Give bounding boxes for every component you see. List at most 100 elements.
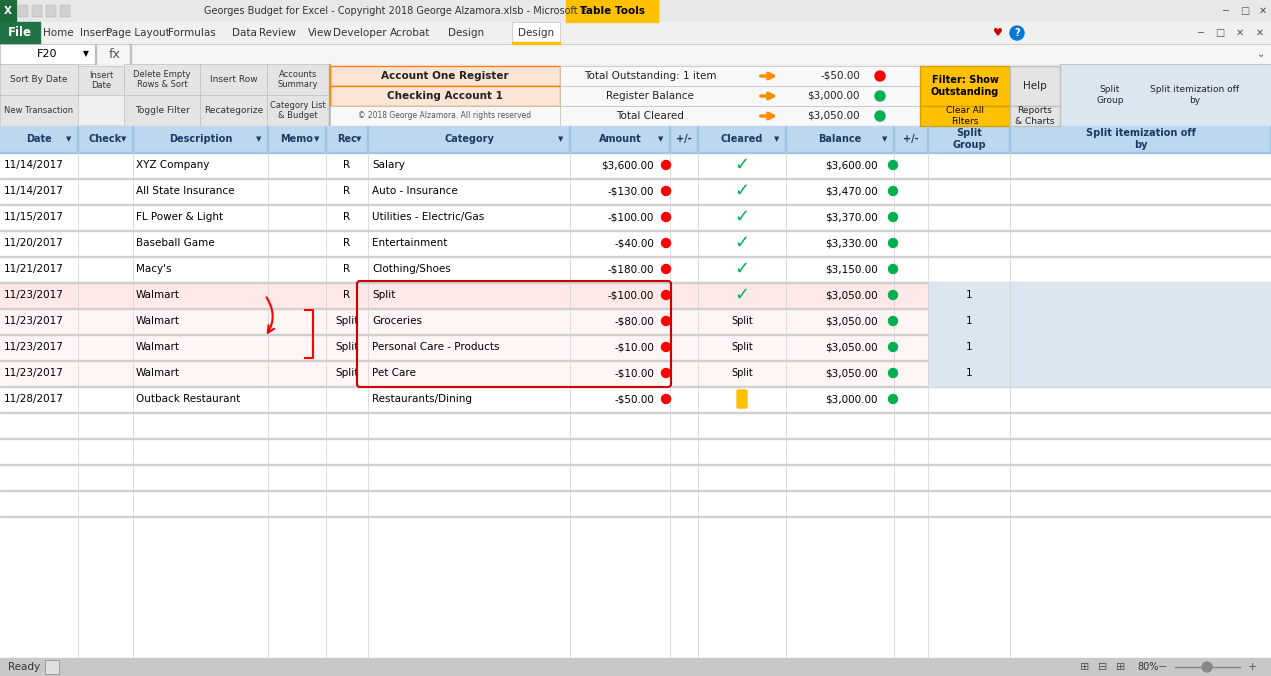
Text: Restaurants/Dining: Restaurants/Dining xyxy=(372,394,472,404)
Text: Utilities - Electric/Gas: Utilities - Electric/Gas xyxy=(372,212,484,222)
Text: Outback Restaurant: Outback Restaurant xyxy=(136,394,240,404)
Text: ▼: ▼ xyxy=(121,136,127,142)
Text: Rec: Rec xyxy=(337,134,357,144)
Circle shape xyxy=(661,395,671,404)
Text: 11/15/2017: 11/15/2017 xyxy=(4,212,64,222)
Text: $3,050.00: $3,050.00 xyxy=(825,290,878,300)
Bar xyxy=(0,282,1271,308)
Text: Accounts
Summary: Accounts Summary xyxy=(278,70,318,89)
Text: Ready: Ready xyxy=(8,662,41,672)
Text: Split: Split xyxy=(372,290,395,300)
Text: ▼: ▼ xyxy=(356,136,362,142)
Text: Home: Home xyxy=(43,28,74,38)
Bar xyxy=(44,660,58,674)
Text: $3,050.00: $3,050.00 xyxy=(807,111,860,121)
Bar xyxy=(0,658,1271,676)
Text: R: R xyxy=(343,160,351,170)
Text: Sort By Date: Sort By Date xyxy=(10,75,67,84)
Bar xyxy=(0,126,1271,152)
Bar xyxy=(0,204,1271,230)
Text: Date: Date xyxy=(27,134,52,144)
Text: Personal Care - Products: Personal Care - Products xyxy=(372,342,500,352)
Text: Entertainment: Entertainment xyxy=(372,238,447,248)
Text: View: View xyxy=(308,28,333,38)
Text: !: ! xyxy=(738,391,745,406)
Circle shape xyxy=(888,264,897,274)
Circle shape xyxy=(888,395,897,404)
Circle shape xyxy=(888,239,897,247)
Bar xyxy=(0,308,1271,334)
Bar xyxy=(0,178,1271,204)
Text: Cleared: Cleared xyxy=(721,134,763,144)
Text: 1: 1 xyxy=(966,290,972,300)
Bar xyxy=(200,95,267,126)
Text: Split: Split xyxy=(731,368,752,378)
Bar xyxy=(0,22,1271,44)
Text: fx: fx xyxy=(109,47,121,60)
Text: Page Layout: Page Layout xyxy=(105,28,170,38)
Text: -$10.00: -$10.00 xyxy=(614,342,655,352)
Bar xyxy=(0,412,1271,438)
Text: 1: 1 xyxy=(966,316,972,326)
Text: 11/23/2017: 11/23/2017 xyxy=(4,368,64,378)
Bar xyxy=(0,308,1271,309)
Bar xyxy=(0,490,1271,491)
Text: Split itemization off
by: Split itemization off by xyxy=(1085,128,1196,150)
Text: Review: Review xyxy=(259,28,296,38)
Text: Salary: Salary xyxy=(372,160,405,170)
Text: Split: Split xyxy=(336,316,358,326)
Text: ✓: ✓ xyxy=(735,182,750,200)
Text: 11/23/2017: 11/23/2017 xyxy=(4,316,64,326)
Text: Toggle Filter: Toggle Filter xyxy=(135,106,189,115)
Text: ✓: ✓ xyxy=(735,234,750,252)
Circle shape xyxy=(661,368,671,377)
Bar xyxy=(561,106,920,126)
Bar xyxy=(928,282,1271,308)
Text: New Transaction: New Transaction xyxy=(4,106,74,115)
Bar xyxy=(0,95,78,126)
Text: $3,370.00: $3,370.00 xyxy=(825,212,878,222)
Text: Category: Category xyxy=(444,134,494,144)
Bar xyxy=(0,334,1271,360)
Text: ⊞: ⊞ xyxy=(1080,662,1089,672)
Text: Walmart: Walmart xyxy=(136,342,180,352)
Text: 11/23/2017: 11/23/2017 xyxy=(4,290,64,300)
Text: +/-: +/- xyxy=(904,134,919,144)
Text: ▼: ▼ xyxy=(257,136,262,142)
Text: ▼: ▼ xyxy=(66,136,71,142)
Text: Walmart: Walmart xyxy=(136,290,180,300)
Text: -$130.00: -$130.00 xyxy=(608,186,655,196)
Text: -$50.00: -$50.00 xyxy=(614,394,655,404)
Bar xyxy=(0,0,1271,22)
Text: FL Power & Light: FL Power & Light xyxy=(136,212,224,222)
Text: Macy's: Macy's xyxy=(136,264,172,274)
Text: Clear All
Filters: Clear All Filters xyxy=(946,106,984,126)
Bar xyxy=(0,126,1271,127)
Text: 1: 1 xyxy=(966,368,972,378)
Text: ✕: ✕ xyxy=(1256,28,1265,38)
Text: Split: Split xyxy=(336,368,358,378)
Text: Help: Help xyxy=(1023,81,1047,91)
Bar xyxy=(330,106,561,126)
Bar xyxy=(1010,106,1060,126)
Bar xyxy=(18,5,28,17)
FancyArrowPatch shape xyxy=(267,297,275,333)
Text: ⌄: ⌄ xyxy=(1257,49,1265,59)
Bar xyxy=(46,5,56,17)
Text: $3,050.00: $3,050.00 xyxy=(825,342,878,352)
Text: ✓: ✓ xyxy=(735,208,750,226)
Text: -$10.00: -$10.00 xyxy=(614,368,655,378)
Text: -$100.00: -$100.00 xyxy=(608,290,655,300)
Text: Split: Split xyxy=(336,342,358,352)
Bar xyxy=(0,152,1271,178)
Text: 80%: 80% xyxy=(1138,662,1159,672)
Bar xyxy=(267,95,329,126)
Text: F20: F20 xyxy=(37,49,57,59)
Circle shape xyxy=(888,316,897,326)
Text: ✓: ✓ xyxy=(735,260,750,278)
Text: Filter: Show
Outstanding: Filter: Show Outstanding xyxy=(930,75,999,97)
Text: Acrobat: Acrobat xyxy=(390,28,430,38)
Text: ♥: ♥ xyxy=(993,28,1003,38)
Circle shape xyxy=(661,187,671,195)
Bar xyxy=(0,464,1271,465)
